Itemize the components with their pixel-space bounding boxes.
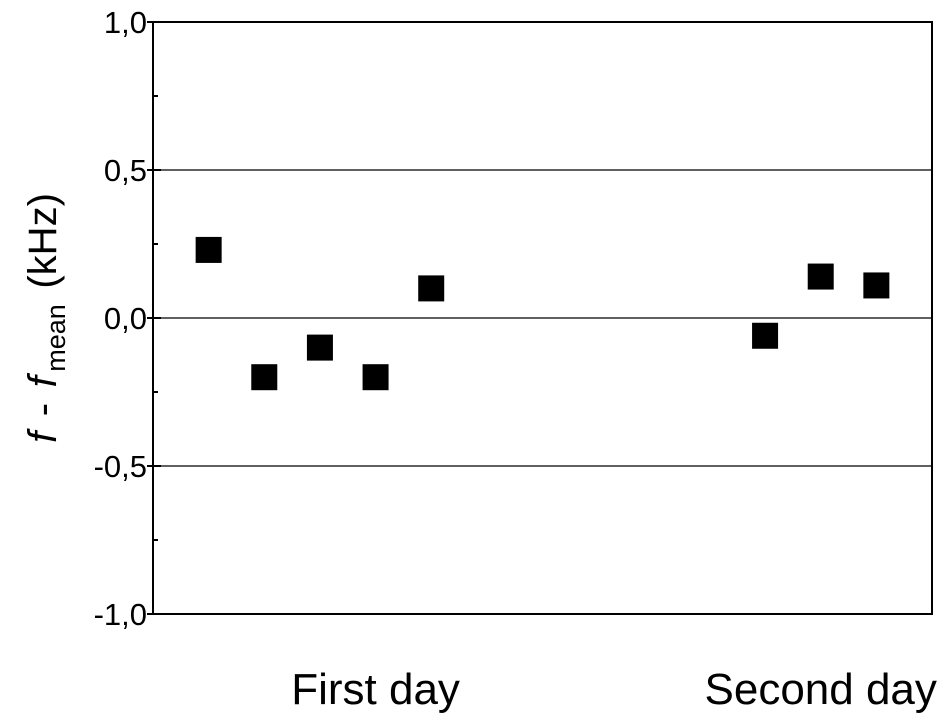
data-point-1: [251, 364, 278, 391]
x-group-label-0: First day: [291, 665, 460, 714]
ylabel-unit: (kHz): [21, 193, 65, 300]
x-group-labels: First day Second day: [291, 665, 937, 714]
data-point-4: [418, 275, 445, 302]
ylabel-f1: f: [21, 428, 65, 443]
data-points: [195, 236, 890, 391]
ylabel-subscript: mean: [41, 304, 71, 372]
data-point-3: [362, 364, 389, 391]
y-tick-label-3: -0,5: [94, 449, 147, 484]
data-point-7: [863, 272, 890, 299]
ylabel-f2: f: [21, 372, 65, 387]
y-tick-label-0: 1,0: [104, 5, 147, 40]
y-tick-label-2: 0,0: [104, 301, 147, 336]
y-axis-label: f - f mean (kHz): [21, 193, 71, 443]
data-point-5: [752, 322, 779, 349]
x-group-label-1: Second day: [705, 665, 937, 714]
y-tick-label-4: -1,0: [94, 597, 147, 632]
grid-lines: [153, 169, 932, 467]
y-axis-tick-labels: 1,0 0,5 0,0 -0,5 -1,0: [94, 5, 147, 632]
ylabel-dash: -: [21, 392, 65, 428]
data-point-2: [306, 334, 333, 361]
data-point-0: [195, 236, 222, 263]
y-axis-ticks: [147, 21, 161, 615]
data-point-6: [807, 263, 834, 290]
y-tick-label-1: 0,5: [104, 153, 147, 188]
